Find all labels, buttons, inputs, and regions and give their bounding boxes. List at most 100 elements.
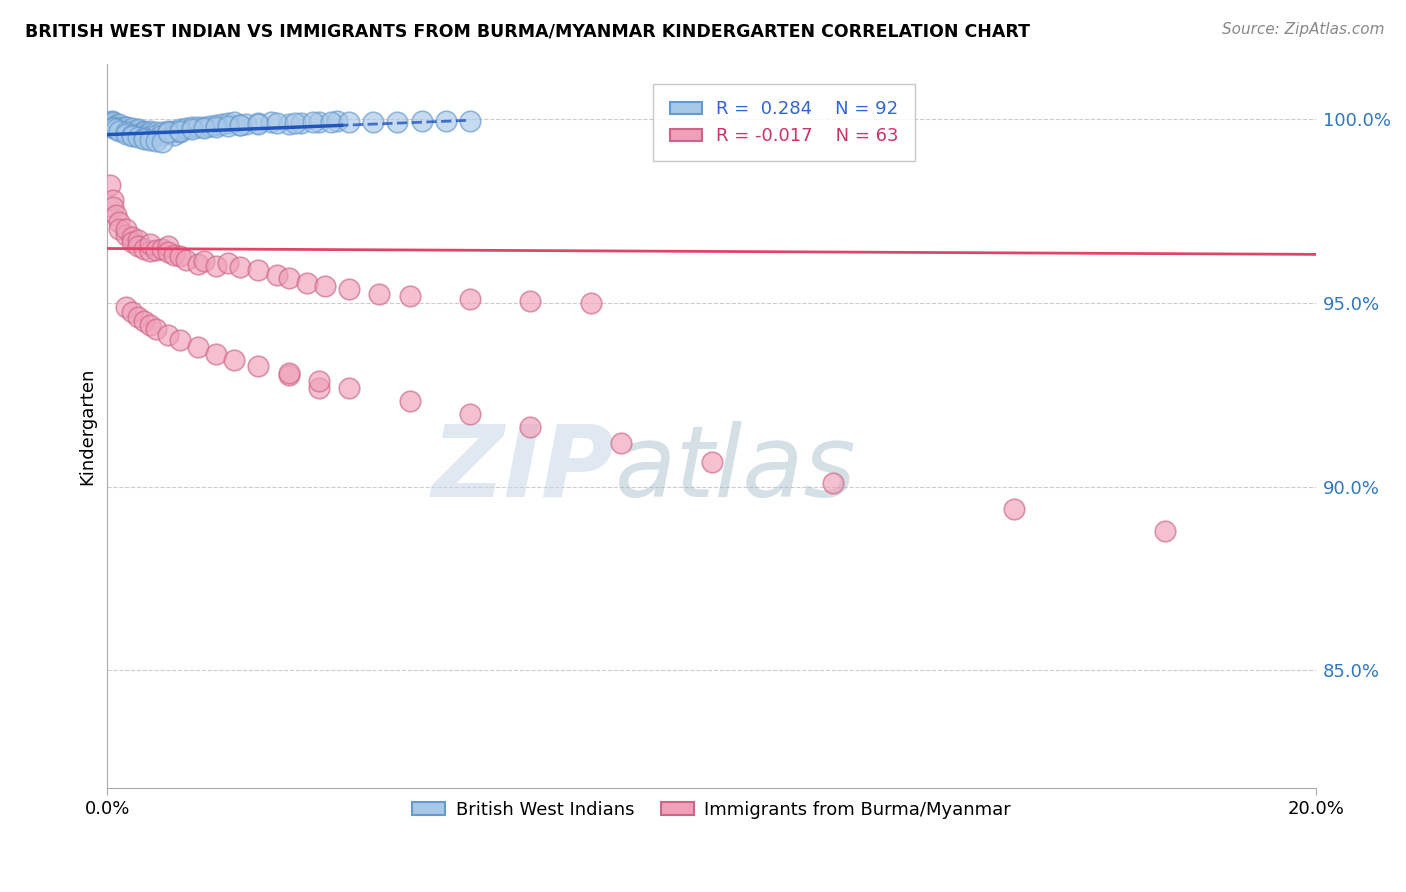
Point bbox=[121, 235, 143, 250]
Point bbox=[145, 243, 167, 257]
Point bbox=[114, 227, 136, 242]
Point bbox=[411, 114, 433, 128]
Point bbox=[205, 259, 228, 273]
Point bbox=[229, 260, 252, 274]
Point bbox=[103, 114, 125, 128]
Point bbox=[121, 305, 143, 319]
Point bbox=[114, 124, 136, 138]
Point bbox=[193, 121, 215, 136]
Point bbox=[114, 120, 136, 135]
Point bbox=[156, 239, 179, 253]
Point bbox=[247, 359, 270, 373]
Point bbox=[326, 114, 349, 128]
Point bbox=[127, 310, 149, 324]
Point bbox=[290, 116, 312, 130]
Text: BRITISH WEST INDIAN VS IMMIGRANTS FROM BURMA/MYANMAR KINDERGARTEN CORRELATION CH: BRITISH WEST INDIAN VS IMMIGRANTS FROM B… bbox=[25, 22, 1031, 40]
Point bbox=[247, 117, 270, 131]
Text: atlas: atlas bbox=[614, 421, 856, 518]
Point bbox=[266, 268, 288, 283]
Point bbox=[169, 249, 191, 263]
Point bbox=[103, 193, 125, 207]
Point bbox=[308, 374, 330, 388]
Point bbox=[314, 279, 336, 293]
Point bbox=[132, 128, 155, 142]
Point bbox=[198, 119, 221, 133]
Point bbox=[121, 229, 143, 244]
Point bbox=[138, 244, 160, 259]
Point bbox=[150, 125, 173, 139]
Point bbox=[108, 123, 131, 137]
Point bbox=[138, 237, 160, 252]
Point bbox=[127, 239, 149, 253]
Point bbox=[114, 300, 136, 314]
Point bbox=[156, 328, 179, 343]
Point bbox=[111, 121, 134, 136]
Point bbox=[100, 178, 122, 193]
Point bbox=[217, 119, 239, 133]
Point bbox=[114, 120, 136, 134]
Point bbox=[266, 116, 288, 130]
Point bbox=[114, 125, 136, 139]
Point bbox=[103, 200, 125, 214]
Point bbox=[361, 114, 384, 128]
Point bbox=[368, 286, 391, 301]
Point bbox=[156, 126, 179, 140]
Point bbox=[398, 394, 420, 409]
Point bbox=[121, 121, 143, 136]
Point bbox=[174, 121, 197, 136]
Point bbox=[163, 248, 186, 262]
Point bbox=[105, 122, 128, 136]
Point bbox=[458, 407, 481, 421]
Point bbox=[319, 115, 342, 129]
Point bbox=[163, 124, 186, 138]
Point bbox=[105, 208, 128, 222]
Point bbox=[145, 125, 167, 139]
Point bbox=[101, 114, 124, 128]
Point bbox=[247, 262, 270, 277]
Point bbox=[169, 125, 191, 139]
Point bbox=[156, 124, 179, 138]
Point bbox=[174, 252, 197, 267]
Point bbox=[103, 118, 125, 132]
Point bbox=[211, 117, 233, 131]
Point bbox=[103, 120, 125, 134]
Point bbox=[187, 257, 209, 271]
Point bbox=[127, 233, 149, 247]
Point bbox=[150, 135, 173, 149]
Point bbox=[127, 129, 149, 144]
Point bbox=[114, 127, 136, 141]
Point bbox=[217, 256, 239, 270]
Point bbox=[103, 116, 125, 130]
Point bbox=[458, 114, 481, 128]
Point bbox=[387, 114, 409, 128]
Point bbox=[700, 454, 723, 468]
Point bbox=[138, 133, 160, 147]
Point bbox=[127, 123, 149, 137]
Point bbox=[103, 117, 125, 131]
Point bbox=[108, 117, 131, 131]
Point bbox=[145, 322, 167, 336]
Point bbox=[145, 128, 167, 142]
Point bbox=[156, 125, 179, 139]
Point bbox=[610, 436, 633, 450]
Point bbox=[193, 253, 215, 268]
Point bbox=[205, 118, 228, 132]
Point bbox=[100, 115, 122, 129]
Y-axis label: Kindergarten: Kindergarten bbox=[79, 368, 96, 484]
Point bbox=[337, 282, 360, 296]
Point bbox=[114, 222, 136, 236]
Point bbox=[295, 276, 318, 290]
Point bbox=[156, 245, 179, 260]
Point bbox=[519, 293, 541, 308]
Point bbox=[138, 124, 160, 138]
Point bbox=[229, 118, 252, 132]
Point bbox=[138, 128, 160, 143]
Point bbox=[205, 120, 228, 135]
Point bbox=[434, 114, 457, 128]
Point bbox=[398, 288, 420, 302]
Point bbox=[108, 120, 131, 134]
Text: ZIP: ZIP bbox=[432, 421, 614, 518]
Point bbox=[277, 368, 299, 382]
Point bbox=[187, 340, 209, 354]
Point bbox=[458, 292, 481, 306]
